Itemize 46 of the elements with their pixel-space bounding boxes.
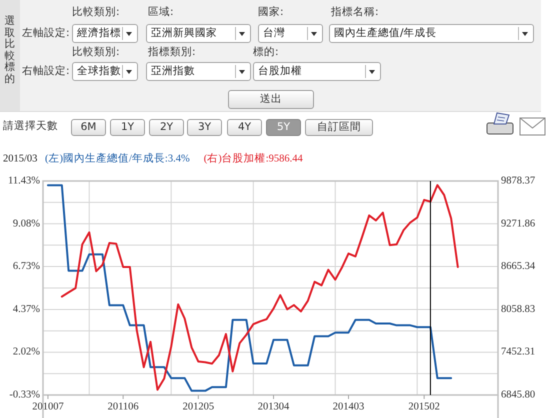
text: 請選擇天數	[3, 120, 58, 133]
text: 2015/03	[3, 154, 38, 164]
text: 國內生產總值/年成長	[329, 24, 534, 43]
text: 4Y	[227, 119, 262, 136]
y2-tick-label: 8058.83	[501, 304, 536, 315]
text: 亞洲指數	[146, 62, 251, 81]
y2-tick-label: 9271.86	[501, 218, 536, 230]
text: 2Y	[149, 119, 184, 136]
text: 3Y	[187, 119, 222, 136]
y2-tick-label: 7452.31	[501, 346, 536, 358]
text: 5Y	[266, 119, 301, 136]
y-tick-label: -0.33%	[9, 390, 40, 400]
x-tick-label: 201106	[108, 402, 139, 412]
text: 選取比較標的	[4, 15, 16, 85]
y-tick-label: 11.43%	[8, 176, 40, 186]
text: 6M	[71, 119, 106, 136]
text: 左軸設定:	[22, 27, 70, 40]
y2-tick-label: 6845.80	[501, 390, 536, 400]
text: 比較類別:	[72, 6, 120, 19]
x-tick-label: 201007	[32, 402, 64, 412]
x-tick-label: 201502	[408, 402, 440, 412]
text: 比較類別:	[72, 46, 120, 59]
text: 指標類別:	[148, 46, 196, 59]
text: 台灣	[258, 24, 323, 43]
x-tick-label: 201304	[258, 402, 290, 412]
text: 區域:	[148, 6, 174, 19]
text: 右軸設定:	[22, 65, 70, 78]
x-tick-label: 201205	[182, 402, 214, 412]
text: 送出	[228, 90, 314, 109]
y2-tick-label: 9878.37	[501, 176, 536, 186]
y-tick-label: 2.02%	[12, 346, 40, 358]
y-tick-label: 6.73%	[12, 261, 40, 272]
y2-tick-label: 8665.34	[501, 261, 536, 272]
legend: (左)國內生產總值/年成長:3.4% (右)台股加權:9586.44	[45, 154, 303, 164]
y-tick-label: 4.37%	[12, 304, 40, 315]
text: 經濟指標	[72, 24, 138, 43]
text: 1Y	[110, 119, 145, 136]
text: 指標名稱:	[331, 6, 379, 19]
text: 標的:	[253, 46, 279, 59]
x-tick-label: 201403	[332, 402, 364, 412]
y-tick-label: 9.08%	[12, 218, 40, 230]
text: 國家:	[258, 6, 284, 19]
text: 亞洲新興國家	[146, 24, 251, 43]
text: 台股加權	[253, 62, 381, 81]
text: 自訂區間	[305, 119, 373, 136]
text: 全球指數	[72, 62, 138, 81]
